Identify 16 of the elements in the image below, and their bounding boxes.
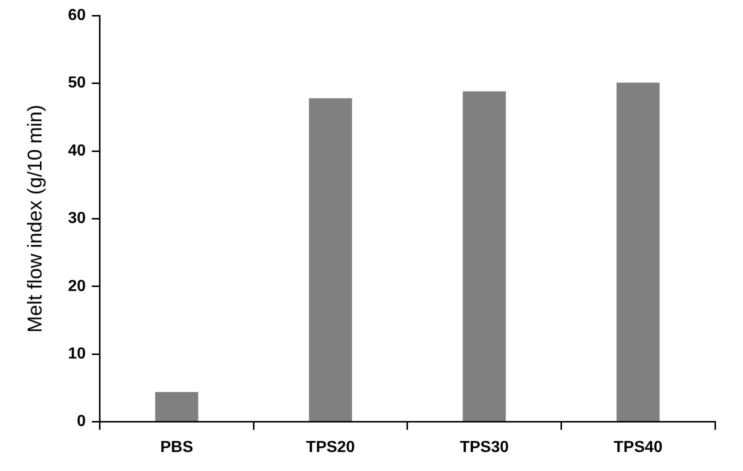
x-tick-label: TPS30 bbox=[460, 438, 509, 456]
y-tick-label: 60 bbox=[68, 7, 86, 24]
y-tick-label: 50 bbox=[68, 74, 86, 92]
bar bbox=[308, 98, 352, 422]
x-tick-label: PBS bbox=[160, 438, 194, 456]
x-tick-label: TPS40 bbox=[614, 438, 663, 456]
y-tick-label: 20 bbox=[68, 278, 86, 295]
y-tick-label: 40 bbox=[68, 142, 86, 160]
bar bbox=[462, 91, 506, 422]
y-tick-label: 10 bbox=[68, 346, 86, 363]
y-tick-label: 0 bbox=[76, 413, 86, 430]
y-axis-title: Melt flow index (g/10 min) bbox=[24, 104, 47, 333]
x-tick-label: TPS20 bbox=[306, 438, 356, 456]
bar bbox=[155, 392, 198, 422]
bar bbox=[616, 82, 660, 422]
y-tick-label: 30 bbox=[68, 210, 86, 228]
